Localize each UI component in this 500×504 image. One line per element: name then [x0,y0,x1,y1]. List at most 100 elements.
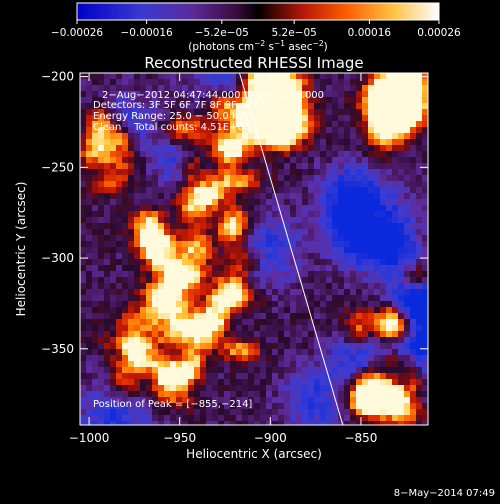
heatmap-cell [266,331,273,338]
heatmap-cell [104,85,111,92]
heatmap-cell [326,169,333,176]
heatmap-cell [380,397,387,404]
heatmap-cell [386,313,393,320]
heatmap-cell [242,265,249,272]
heatmap-cell [188,253,195,260]
heatmap-cell [182,91,189,98]
heatmap-cell [98,157,105,164]
heatmap-cell [416,361,423,368]
heatmap-cell [272,367,279,374]
heatmap-cell [416,415,423,422]
heatmap-cell [194,337,201,344]
heatmap-cell [254,223,261,230]
heatmap-cell [350,151,357,158]
heatmap-cell [182,409,189,416]
heatmap-cell [86,319,93,326]
heatmap-cell [416,139,423,146]
heatmap-cell [392,181,399,188]
heatmap-cell [194,295,201,302]
heatmap-cell [284,169,291,176]
heatmap-cell [380,103,387,110]
heatmap-cell [176,241,183,248]
heatmap-cell [176,397,183,404]
heatmap-cell [230,91,237,98]
heatmap-cell [314,103,321,110]
heatmap-cell [128,349,135,356]
heatmap-cell [308,139,315,146]
annotation-peak: Position of Peak = [−855,−214] [93,399,252,410]
heatmap-cell [188,109,195,116]
heatmap-cell [98,319,105,326]
heatmap-cell [398,115,405,122]
heatmap-cell [152,391,159,398]
heatmap-cell [248,307,255,314]
heatmap-cell [104,397,111,404]
heatmap-cell [326,241,333,248]
heatmap-cell [92,169,99,176]
heatmap-cell [236,169,243,176]
heatmap-cell [386,259,393,266]
heatmap-cell [416,367,423,374]
heatmap-cell [290,205,297,212]
heatmap-cell [224,109,231,116]
heatmap-cell [290,361,297,368]
heatmap-cell [80,151,87,158]
heatmap-cell [206,103,213,110]
heatmap-cell [242,355,249,362]
heatmap-cell [170,229,177,236]
heatmap-cell [152,301,159,308]
heatmap-cell [152,385,159,392]
heatmap-cell [188,349,195,356]
heatmap-cell [80,403,87,410]
heatmap-cell [140,343,147,350]
heatmap-cell [338,223,345,230]
heatmap-cell [242,385,249,392]
heatmap-cell [158,409,165,416]
heatmap-cell [230,229,237,236]
heatmap-cell [170,199,177,206]
heatmap-cell [350,181,357,188]
annotation-time: 2−Aug−2012 04:47:44.000 to 04:52:26.000 [102,90,324,101]
heatmap-cell [326,163,333,170]
heatmap-cell [290,73,297,80]
heatmap-cell [152,223,159,230]
heatmap-cell [392,403,399,410]
heatmap-cell [170,271,177,278]
heatmap-cell [80,241,87,248]
heatmap-cell [212,241,219,248]
heatmap-cell [224,229,231,236]
heatmap-cell [308,85,315,92]
heatmap-cell [284,355,291,362]
heatmap-cell [224,343,231,350]
heatmap-cell [212,205,219,212]
heatmap-cell [260,373,267,380]
heatmap-cell [404,385,411,392]
heatmap-cell [266,109,273,116]
heatmap-cell [422,277,428,284]
heatmap-cell [200,409,207,416]
heatmap-cell [302,277,309,284]
heatmap-cell [272,175,279,182]
heatmap-cell [230,121,237,128]
heatmap-cell [326,271,333,278]
heatmap-cell [92,115,99,122]
heatmap-cell [188,355,195,362]
heatmap-cell [146,115,153,122]
heatmap-cell [362,415,369,422]
heatmap-cell [344,217,351,224]
heatmap-cell [200,241,207,248]
heatmap-cell [260,163,267,170]
heatmap-cell [170,241,177,248]
heatmap-cell [422,283,428,290]
heatmap-cell [188,115,195,122]
heatmap-cell [296,403,303,410]
heatmap-cell [380,139,387,146]
heatmap-cell [158,385,165,392]
heatmap-cell [182,331,189,338]
heatmap-cell [212,175,219,182]
heatmap-cell [128,229,135,236]
heatmap-cell [248,181,255,188]
heatmap-cell [206,127,213,134]
heatmap-cell [146,133,153,140]
heatmap-cell [242,283,249,290]
